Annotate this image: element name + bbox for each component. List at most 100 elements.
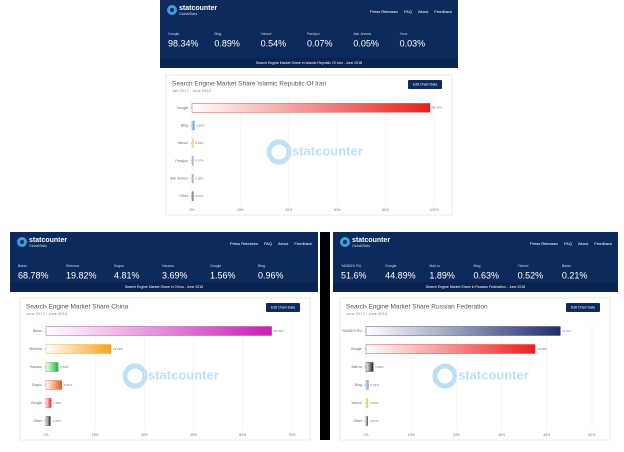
caption: Search Engine Market Share in Islamic Re…: [256, 61, 362, 65]
bar-value-label: 0.63%: [370, 383, 379, 387]
category-label: Yahoo!: [177, 141, 188, 145]
nav-link[interactable]: About: [418, 9, 429, 14]
bar: [45, 380, 62, 390]
bar: [45, 362, 59, 372]
bar-value-label: 0.07%: [195, 159, 204, 163]
brand-sub: GlobalStats: [179, 12, 197, 16]
brand: statcounter: [179, 5, 217, 12]
edit-button[interactable]: [408, 80, 442, 89]
stat-value: 0.05%: [353, 38, 379, 48]
bar: [365, 362, 374, 372]
divider: [320, 232, 330, 440]
bar-value-label: 0.54%: [195, 141, 204, 145]
stat-value: 0.89%: [214, 38, 240, 48]
category-label: Other: [353, 419, 363, 423]
brand: statcounter: [352, 237, 390, 244]
x-tick-label: 36%: [498, 433, 505, 437]
nav-link[interactable]: FAQ: [264, 241, 272, 246]
category-label: Bing: [181, 123, 188, 127]
x-tick-label: 45%: [190, 433, 197, 437]
stat-value: 19.82%: [66, 270, 97, 280]
bar: [45, 398, 52, 408]
stat-name: Baidu: [562, 264, 571, 268]
bar-value-label: 44.89%: [537, 347, 548, 351]
stat-value: 0.52%: [518, 270, 544, 280]
stat-name: Sogou: [114, 264, 124, 268]
edit-button-label[interactable]: Edit Chart Data: [571, 305, 595, 309]
stat-name: Yahoo!: [261, 32, 272, 36]
bar: [365, 380, 369, 390]
stat-value: 44.89%: [385, 270, 416, 280]
category-label: Ask Jeeves: [170, 176, 188, 180]
edit-button[interactable]: [566, 303, 600, 312]
stat-value: 1.89%: [429, 270, 455, 280]
chart-card: [19, 297, 311, 441]
x-tick-label: 75%: [288, 433, 295, 437]
bar: [191, 156, 194, 166]
stat-name: Bing: [258, 264, 265, 268]
bar: [45, 416, 51, 426]
chart-card: [339, 297, 611, 441]
chart-subtitle: June 2017 - June 2018: [346, 311, 388, 316]
brand-sub: GlobalStats: [352, 244, 370, 248]
stat-value: 0.21%: [562, 270, 588, 280]
nav-link[interactable]: Feedback: [594, 241, 612, 246]
nav-link[interactable]: Press Releases: [230, 241, 258, 246]
edit-button[interactable]: [266, 303, 300, 312]
nav-link[interactable]: Feedback: [294, 241, 312, 246]
caption: Search Engine Market Share in Russian Fe…: [426, 285, 525, 289]
chart-card: [165, 74, 453, 216]
bar-value-label: 0.52%: [370, 401, 379, 405]
stat-name: Baidu: [18, 264, 27, 268]
category-label: Google: [31, 401, 42, 405]
x-tick-label: 24%: [453, 433, 460, 437]
category-label: Haosou: [30, 365, 42, 369]
x-tick-label: 60%: [239, 433, 246, 437]
stat-name: Google: [168, 32, 179, 36]
bar-value-label: 4.81%: [64, 383, 73, 387]
bar: [45, 344, 112, 354]
bar-value-label: 0.05%: [195, 176, 204, 180]
bar: [365, 326, 561, 336]
stat-value: 4.81%: [114, 270, 140, 280]
brand-sub: GlobalStats: [29, 244, 47, 248]
edit-button-label[interactable]: Edit Chart Data: [271, 305, 295, 309]
bar: [191, 103, 431, 113]
bar: [365, 416, 368, 426]
header-strip: [333, 282, 618, 292]
header-strip: [10, 282, 318, 292]
stat-name: Ask Jeeves: [353, 32, 371, 36]
bar-value-label: 68.78%: [274, 329, 285, 333]
nav-link[interactable]: FAQ: [404, 9, 412, 14]
nav-link[interactable]: About: [578, 241, 589, 246]
category-label: Mail.ru: [351, 365, 362, 369]
stat-name: Shenma: [66, 264, 79, 268]
stat-name: Haosou: [162, 264, 174, 268]
category-label: YANDEX RU: [342, 329, 363, 333]
nav-link[interactable]: Press Releases: [530, 241, 558, 246]
nav-link[interactable]: About: [278, 241, 289, 246]
stat-name: YANDEX RU: [341, 264, 362, 268]
bar: [191, 191, 194, 201]
logo-inner: [20, 240, 24, 244]
stat-value: 3.69%: [162, 270, 188, 280]
stat-name: Google: [385, 264, 396, 268]
nav-link[interactable]: FAQ: [564, 241, 572, 246]
edit-button-label[interactable]: Edit Chart Data: [413, 82, 437, 86]
stat-value: 1.56%: [210, 270, 236, 280]
chart-subtitle: Jan 2017 - June 2018: [172, 88, 211, 93]
watermark-logo: [432, 363, 458, 389]
bar-value-label: 0.89%: [196, 123, 205, 127]
x-tick-label: 30%: [141, 433, 148, 437]
nav-link[interactable]: Press Releases: [370, 9, 398, 14]
bar-value-label: 51.6%: [562, 329, 571, 333]
bar-value-label: 98.34%: [432, 106, 443, 110]
stat-value: 0.63%: [474, 270, 500, 280]
bar-value-label: 3.69%: [60, 365, 69, 369]
bar: [365, 398, 369, 408]
stat-value: 0.54%: [261, 38, 287, 48]
watermark: statcounter: [458, 367, 529, 382]
stat-value: 98.34%: [168, 38, 199, 48]
chart-title: Search Engine Market Share Islamic Repub…: [172, 81, 327, 88]
nav-link[interactable]: Feedback: [434, 9, 452, 14]
